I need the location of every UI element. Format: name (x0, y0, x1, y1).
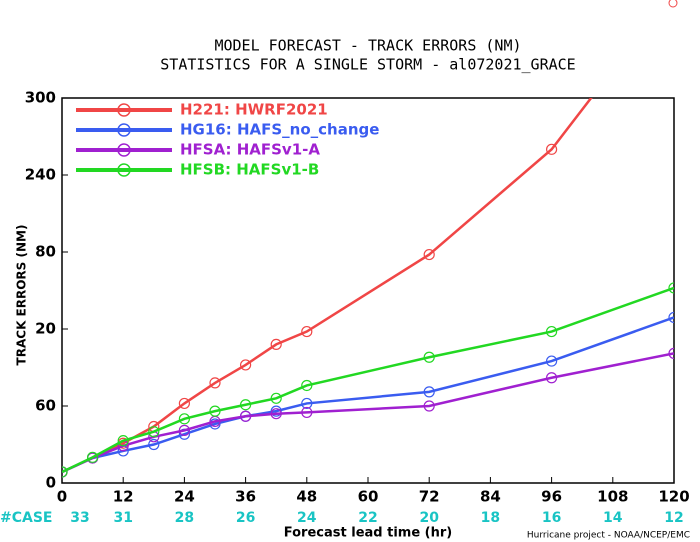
data-point (545, 372, 558, 384)
data-point (423, 400, 435, 412)
case-count: 20 (419, 510, 439, 526)
chart-subtitle: STATISTICS FOR A SINGLE STORM - al072021… (160, 56, 575, 74)
x-tick-label: 108 (597, 488, 628, 506)
y-tick-label: 80 (35, 243, 56, 261)
case-count: 33 (70, 510, 89, 526)
data-point (423, 248, 435, 261)
y-axis-label: TRACK ERRORS (NM) (15, 225, 29, 366)
y-tick-label: 0 (46, 474, 56, 492)
data-point (423, 351, 435, 363)
case-count: 18 (481, 510, 500, 526)
data-point (270, 338, 282, 350)
case-count: 24 (297, 510, 317, 526)
case-count: 28 (175, 510, 194, 526)
x-axis-label: Forecast lead time (hr) (284, 526, 452, 541)
legend-marker (117, 143, 131, 157)
case-count: 14 (603, 510, 623, 526)
data-point (178, 424, 190, 436)
x-tick-label: 84 (480, 488, 501, 506)
data-point (209, 405, 221, 417)
case-count: 26 (236, 510, 255, 526)
case-count: 22 (358, 510, 377, 526)
series-line (62, 316, 674, 474)
data-point (240, 410, 252, 422)
data-point (209, 377, 221, 389)
legend-label: HFSA: HAFSv1-A (180, 141, 320, 159)
footer: Hurricane project - NOAA/NCEP/EMC (527, 531, 690, 541)
x-tick-label: 0 (57, 488, 67, 506)
y-tick-label: 20 (35, 320, 56, 338)
data-point (423, 386, 435, 398)
data-point (240, 399, 252, 411)
data-point (301, 406, 313, 419)
data-point (178, 397, 190, 410)
x-tick-label: 24 (174, 488, 195, 506)
data-point (62, 466, 68, 478)
data-point (545, 325, 558, 338)
data-point (270, 405, 282, 417)
data-point (117, 435, 129, 447)
plot-area (62, 65, 674, 478)
legend-label: HG16: HAFS_no_change (180, 121, 379, 139)
legend-marker (117, 103, 131, 117)
data-point (668, 311, 674, 324)
x-tick-label: 36 (235, 488, 256, 506)
y-tick-label: 300 (25, 89, 56, 107)
case-count: 31 (113, 510, 132, 526)
legend-label: H221: HWRF2021 (180, 101, 328, 119)
x-tick-label: 48 (296, 488, 317, 506)
series-line (62, 286, 674, 474)
data-point (668, 282, 674, 294)
case-count: 16 (542, 510, 561, 526)
x-tick-label: 72 (419, 488, 440, 506)
x-tick-label: 120 (658, 488, 689, 506)
legend-marker (117, 163, 131, 177)
data-point (301, 325, 313, 338)
x-tick-label: 60 (358, 488, 379, 506)
data-point (240, 359, 252, 371)
data-point (545, 143, 558, 155)
data-point (545, 355, 558, 367)
case-count: 12 (664, 510, 683, 526)
corner-marker (668, 0, 678, 8)
data-point (301, 379, 313, 392)
legend-label: HFSB: HAFSv1-B (180, 161, 319, 179)
chart-title: MODEL FORECAST - TRACK ERRORS (NM) (214, 37, 521, 55)
data-point (668, 347, 674, 359)
data-point (178, 413, 190, 425)
data-point (148, 426, 160, 438)
y-tick-label: 60 (35, 397, 56, 415)
data-point (270, 392, 282, 404)
case-label: #CASE (0, 510, 53, 526)
data-point (301, 397, 313, 410)
x-tick-label: 12 (113, 488, 134, 506)
data-point (86, 451, 99, 463)
legend-marker (117, 123, 131, 137)
y-tick-label: 240 (25, 166, 56, 184)
data-point (270, 408, 282, 420)
data-point (608, 65, 618, 75)
x-tick-label: 96 (541, 488, 562, 506)
data-point (148, 438, 160, 451)
